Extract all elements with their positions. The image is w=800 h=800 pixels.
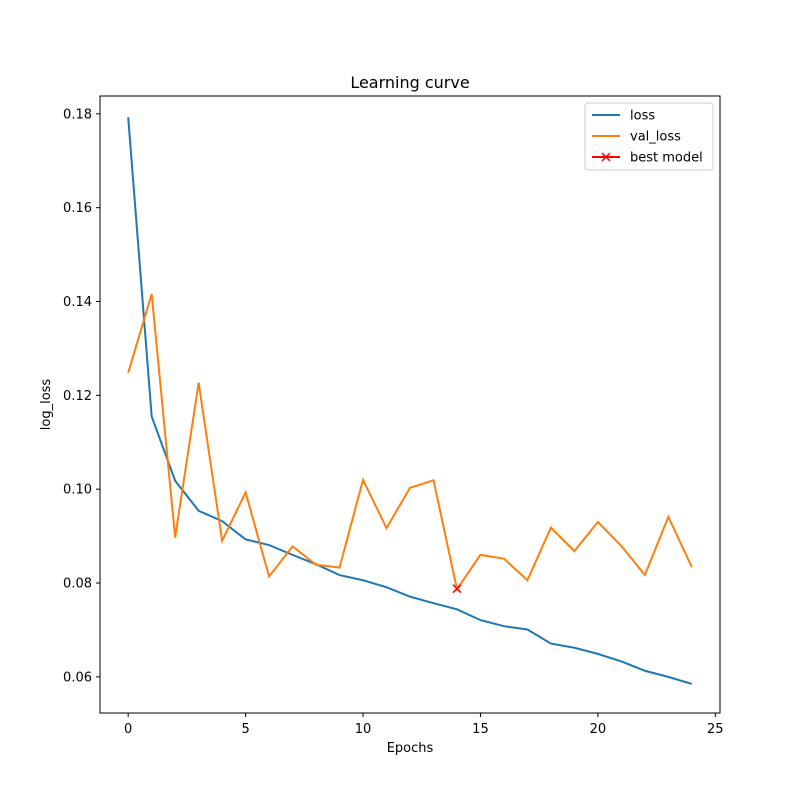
series-line-val-loss: [127, 293, 693, 592]
x-tick-label: 10: [355, 722, 372, 737]
legend: loss val_loss best model: [584, 102, 714, 171]
plot-frame: [99, 95, 721, 714]
plot-area: 0 5 10 15 20 25 0.06 0.08 0.10 0.12 0.14 0.16 0.18: [63, 95, 724, 737]
best-model-x-icon: [452, 584, 462, 594]
x-axis-label: Epochs: [387, 741, 434, 756]
y-tick-label: 0.14: [63, 295, 92, 310]
series-line-loss: [127, 117, 693, 685]
x-tick-label: 25: [707, 722, 724, 737]
legend-label-best-model: best model: [630, 151, 703, 166]
legend-label-val-loss: val_loss: [630, 130, 681, 145]
y-tick-label: 0.08: [63, 577, 92, 592]
legend-box: [584, 102, 714, 171]
y-axis-label: log_loss: [39, 379, 54, 431]
legend-best-model-x-icon: [601, 152, 611, 162]
x-tick-label: 20: [590, 722, 607, 737]
y-tick-label: 0.12: [63, 389, 92, 404]
y-tick-label: 0.06: [63, 670, 92, 685]
x-tick-label: 0: [124, 722, 132, 737]
x-tick-label: 15: [472, 722, 489, 737]
series-lines: [127, 117, 693, 685]
y-axis-ticks: 0.06 0.08 0.10 0.12 0.14 0.16 0.18: [63, 107, 100, 685]
chart-title: Learning curve: [350, 73, 469, 92]
y-tick-label: 0.18: [63, 107, 92, 122]
legend-best-model-x-mark: [601, 152, 611, 162]
y-tick-label: 0.10: [63, 483, 92, 498]
y-tick-label: 0.16: [63, 201, 92, 216]
x-axis-ticks: 0 5 10 15 20 25: [124, 713, 724, 737]
legend-label-loss: loss: [630, 109, 655, 124]
x-tick-label: 5: [241, 722, 249, 737]
best-model-marker-group: [452, 584, 462, 594]
